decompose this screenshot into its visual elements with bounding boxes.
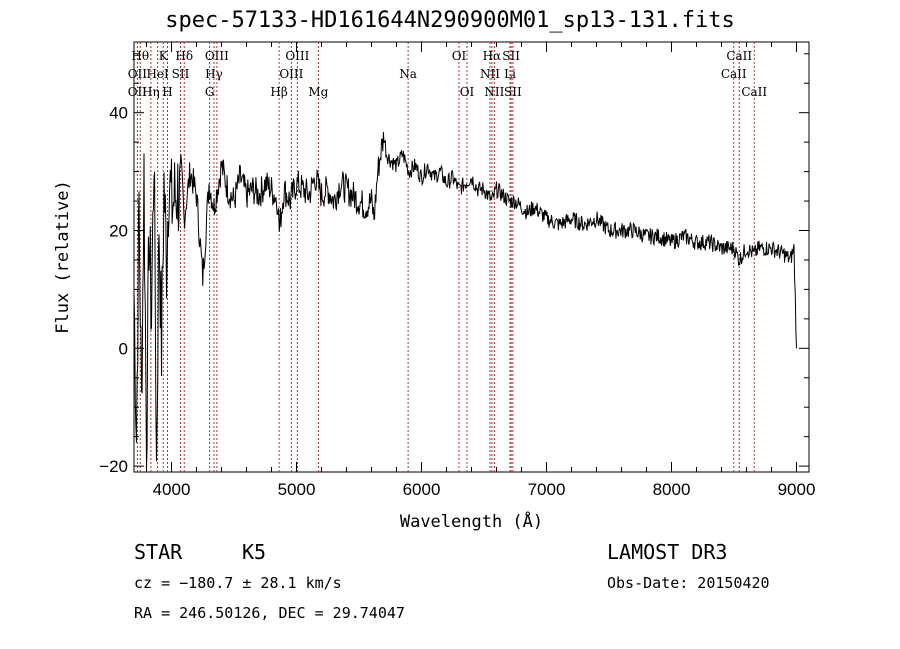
- y-tick-label: 40: [109, 104, 128, 123]
- emission-line-label: CaII: [721, 67, 747, 81]
- emission-line-label: NII: [480, 67, 500, 81]
- emission-line-label: Li: [504, 67, 516, 81]
- x-tick-label: 6000: [403, 480, 441, 499]
- emission-line-label: CaII: [726, 49, 752, 63]
- emission-line-label: OI: [452, 49, 467, 63]
- emission-line-label: Hδ: [175, 49, 193, 63]
- emission-line-label: Hη: [142, 85, 160, 99]
- emission-line-label: HeI: [146, 67, 169, 81]
- x-tick-label: 7000: [528, 480, 566, 499]
- emission-line-label: K: [159, 49, 169, 63]
- x-tick-label: 4000: [153, 480, 191, 499]
- emission-line-label: OII: [128, 85, 148, 99]
- object-class: STAR: [134, 540, 183, 564]
- emission-line-label: Hα: [483, 49, 502, 63]
- emission-line-label: Hθ: [131, 49, 149, 63]
- emission-line-label: Hβ: [270, 85, 287, 99]
- emission-line-label: H: [162, 85, 172, 99]
- emission-line-label: Na: [399, 67, 417, 81]
- y-tick-label: 20: [109, 221, 128, 240]
- object-subclass: K5: [242, 540, 267, 564]
- y-axis-label: Flux (relative): [53, 180, 73, 334]
- emission-line-label: OIII: [205, 49, 229, 63]
- emission-line-label: SII: [504, 85, 522, 99]
- redshift-readout: cz = −180.7 ± 28.1 km/s: [134, 574, 342, 592]
- x-tick-label: 8000: [653, 480, 691, 499]
- emission-line-label: G: [205, 85, 215, 99]
- y-tick-label: 0: [119, 339, 128, 358]
- emission-line-label: OII: [128, 67, 148, 81]
- obs-date: Obs-Date: 20150420: [607, 574, 770, 592]
- emission-line-label: Mg: [308, 85, 328, 99]
- chart-title: spec-57133-HD161644N290900M01_sp13-131.f…: [165, 8, 735, 33]
- x-tick-label: 5000: [278, 480, 316, 499]
- emission-line-label: OI: [460, 85, 475, 99]
- x-tick-label: 9000: [778, 480, 816, 499]
- spectrum-series-line: [133, 132, 797, 470]
- survey-label: LAMOST DR3: [607, 540, 728, 564]
- emission-line-label: OIII: [285, 49, 309, 63]
- emission-line-label: OIII: [279, 67, 303, 81]
- y-tick-label: −20: [99, 457, 128, 476]
- emission-line-label: Hγ: [205, 67, 223, 81]
- coordinates: RA = 246.50126, DEC = 29.74047: [134, 604, 405, 622]
- plot-frame: [133, 41, 810, 473]
- emission-line-label: SII: [172, 67, 190, 81]
- x-axis-label: Wavelength (Å): [400, 510, 543, 532]
- emission-line-label: NII: [484, 85, 504, 99]
- emission-line-label: SII: [502, 49, 520, 63]
- emission-line-label: CaII: [741, 85, 767, 99]
